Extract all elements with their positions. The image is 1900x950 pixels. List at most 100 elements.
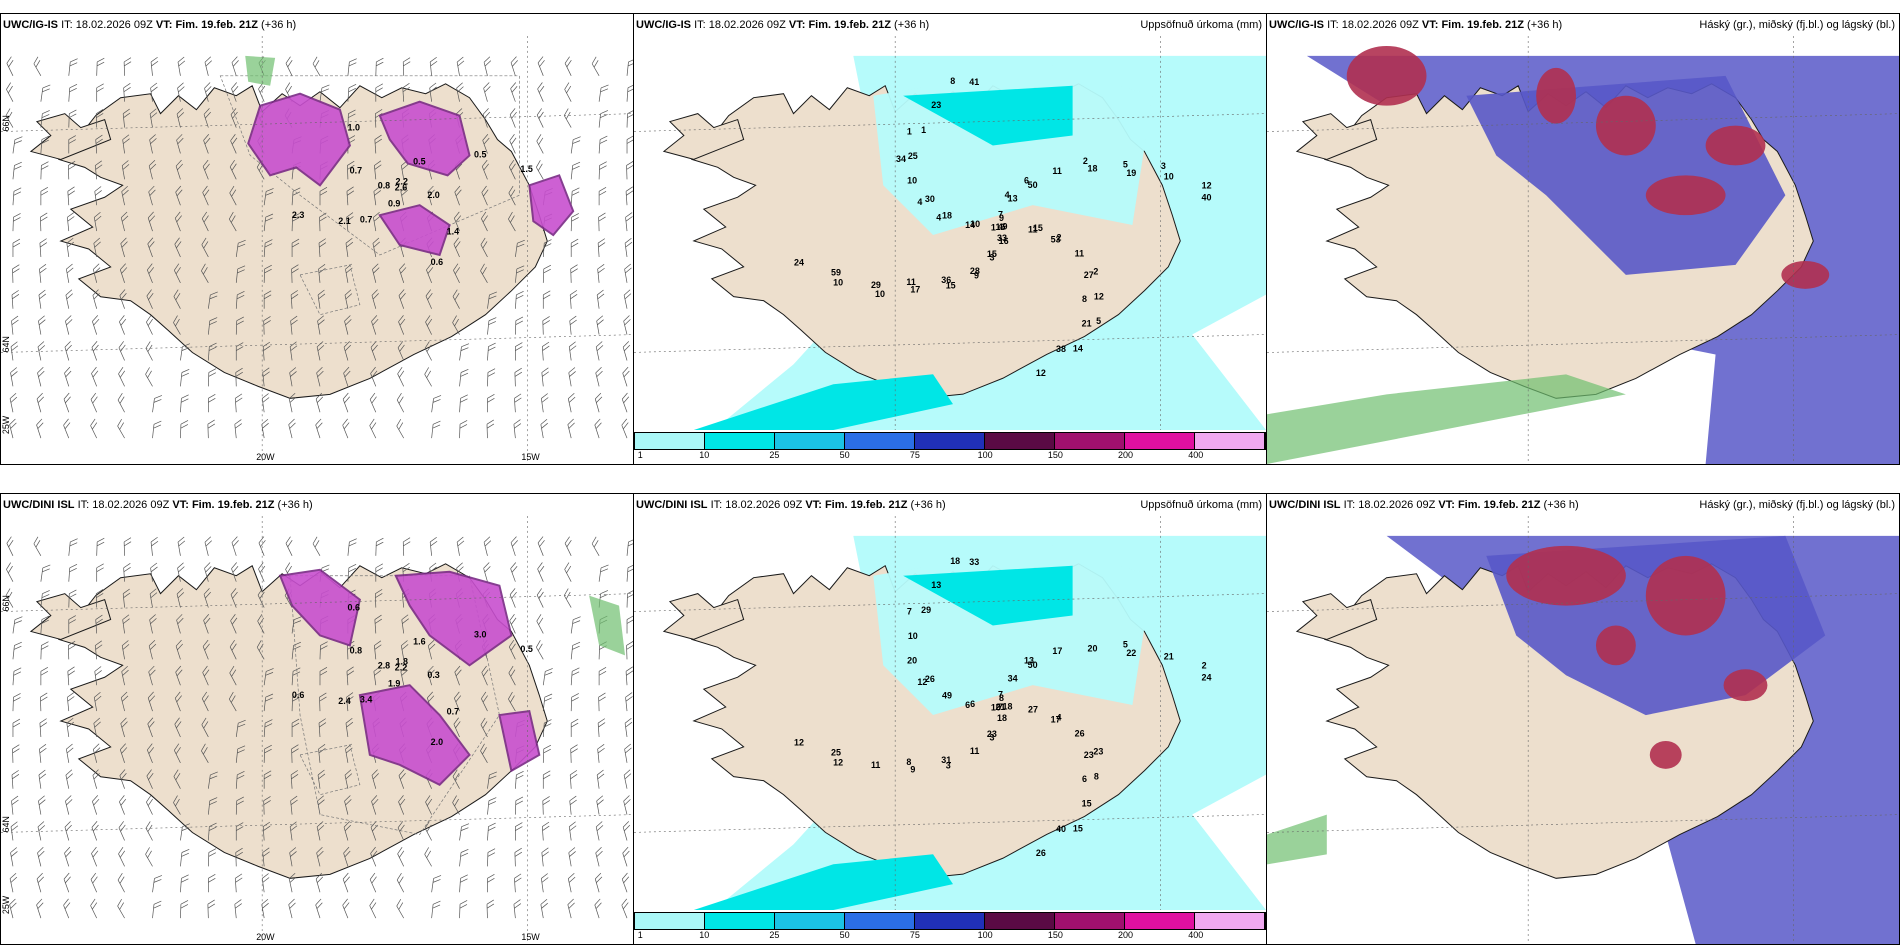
wind-barb — [150, 56, 159, 76]
high-cloud-area — [1723, 669, 1768, 702]
wind-barb — [288, 898, 296, 919]
wind-barb — [482, 134, 490, 154]
precip-value-label: 12 — [1094, 292, 1104, 302]
wind-barb — [11, 315, 19, 335]
wind-barb — [598, 666, 607, 686]
high-cloud-area — [1506, 545, 1626, 606]
precip-value-label: 13 — [1008, 193, 1018, 203]
wind-barb — [177, 82, 185, 102]
wind-barb — [369, 392, 377, 413]
wind-barb — [40, 590, 50, 608]
parallel-line — [1267, 113, 1899, 132]
precip-value-label: 11 — [1075, 249, 1084, 259]
wind-barb — [598, 692, 606, 712]
wind-barb — [370, 341, 378, 361]
value-label: 2.4 — [338, 696, 350, 706]
wind-barb — [262, 821, 271, 841]
precip-value-label: 19 — [1126, 168, 1136, 178]
precip-value-label: 10 — [991, 703, 1001, 713]
wind-barb — [174, 211, 182, 232]
colorbar-tick: 200 — [1118, 930, 1134, 940]
wind-barb — [542, 239, 552, 257]
wind-barb — [235, 342, 244, 361]
lat-label: 25W — [1, 415, 11, 434]
wind-barb — [33, 536, 42, 556]
wind-barb — [316, 367, 324, 387]
wind-precip-map: 2.6 2.1 2.2 1.4 0.8 0.5 0.9 1.0 2.0 2.3 0.5 0.6 0.7 1… — [1, 36, 633, 464]
wind-barb — [427, 665, 435, 686]
precip-value-label: 23 — [987, 729, 997, 739]
wind-barb — [369, 418, 377, 439]
wind-barb — [12, 641, 22, 660]
wind-barb — [201, 263, 209, 284]
wind-barb — [12, 693, 21, 712]
wind-barb — [570, 187, 580, 206]
colorbar-tick: 25 — [769, 450, 780, 460]
colorbar-tick: 400 — [1188, 930, 1204, 940]
value-label: 2.2 — [396, 177, 408, 187]
wind-barb — [626, 109, 633, 128]
wind-barb — [33, 56, 42, 76]
wind-barb — [291, 238, 300, 257]
wind-barb — [120, 691, 129, 712]
colorbar-tick: 25 — [769, 930, 780, 940]
wind-barb — [230, 614, 238, 634]
wind-barb — [509, 614, 517, 634]
precip-value-label: 11 — [871, 760, 880, 770]
wind-barb — [343, 366, 351, 387]
parallel-line — [634, 334, 1266, 353]
wind-barb — [622, 366, 630, 387]
wind-barb — [258, 562, 266, 582]
precip-value-label: 3 — [989, 732, 994, 742]
field-title: Uppsöfnuð úrkoma (mm) — [1140, 19, 1262, 31]
wind-barb — [342, 872, 350, 893]
wind-barb — [175, 159, 184, 180]
wind-barb — [231, 536, 239, 556]
precip-value-label: 16 — [996, 222, 1006, 232]
westfjords-land — [662, 593, 745, 640]
precip-value-label: 30 — [925, 194, 935, 204]
wind-barb — [64, 846, 72, 867]
wind-barb — [509, 134, 517, 154]
wind-barb — [570, 161, 581, 180]
wind-barb — [342, 392, 350, 413]
wind-barb — [207, 394, 216, 413]
wind-barb — [595, 341, 604, 361]
wind-barb — [567, 418, 575, 439]
wind-barb — [453, 237, 461, 258]
precip-value-label: 10 — [833, 278, 843, 288]
wind-barb — [399, 263, 407, 283]
wind-barb — [570, 744, 578, 763]
wind-barb — [64, 821, 72, 841]
wind-barb — [514, 873, 522, 893]
wind-barb — [345, 743, 353, 763]
wind-barb — [459, 394, 468, 413]
precip-value-label: 1 — [907, 127, 912, 137]
wind-barb — [402, 537, 411, 556]
wind-barb — [235, 265, 246, 283]
parallel-line — [1, 334, 633, 353]
wind-barb — [487, 342, 496, 361]
precip-value-label: 26 — [1036, 848, 1046, 858]
wind-barb — [289, 821, 298, 841]
wind-barb — [201, 237, 209, 258]
wind-barb — [10, 341, 19, 361]
map-svg — [1267, 516, 1899, 944]
precip-value-label: 8 — [1082, 294, 1087, 304]
wind-barb — [150, 82, 158, 102]
wind-barb — [262, 341, 271, 361]
high-cloud-area — [1645, 555, 1726, 636]
precip-value-label: 29 — [921, 605, 931, 615]
wind-barb — [152, 900, 162, 919]
wind-barb — [621, 898, 629, 919]
lon-label: 15W — [521, 452, 540, 462]
wind-barb — [487, 368, 496, 387]
wind-barb — [346, 186, 355, 206]
value-label: 1.0 — [348, 123, 360, 133]
wind-barb — [289, 367, 297, 387]
precip-value-label: 21 — [996, 702, 1006, 712]
hatch-area — [299, 264, 361, 316]
wind-barb — [541, 847, 549, 867]
wind-barb — [207, 899, 216, 919]
